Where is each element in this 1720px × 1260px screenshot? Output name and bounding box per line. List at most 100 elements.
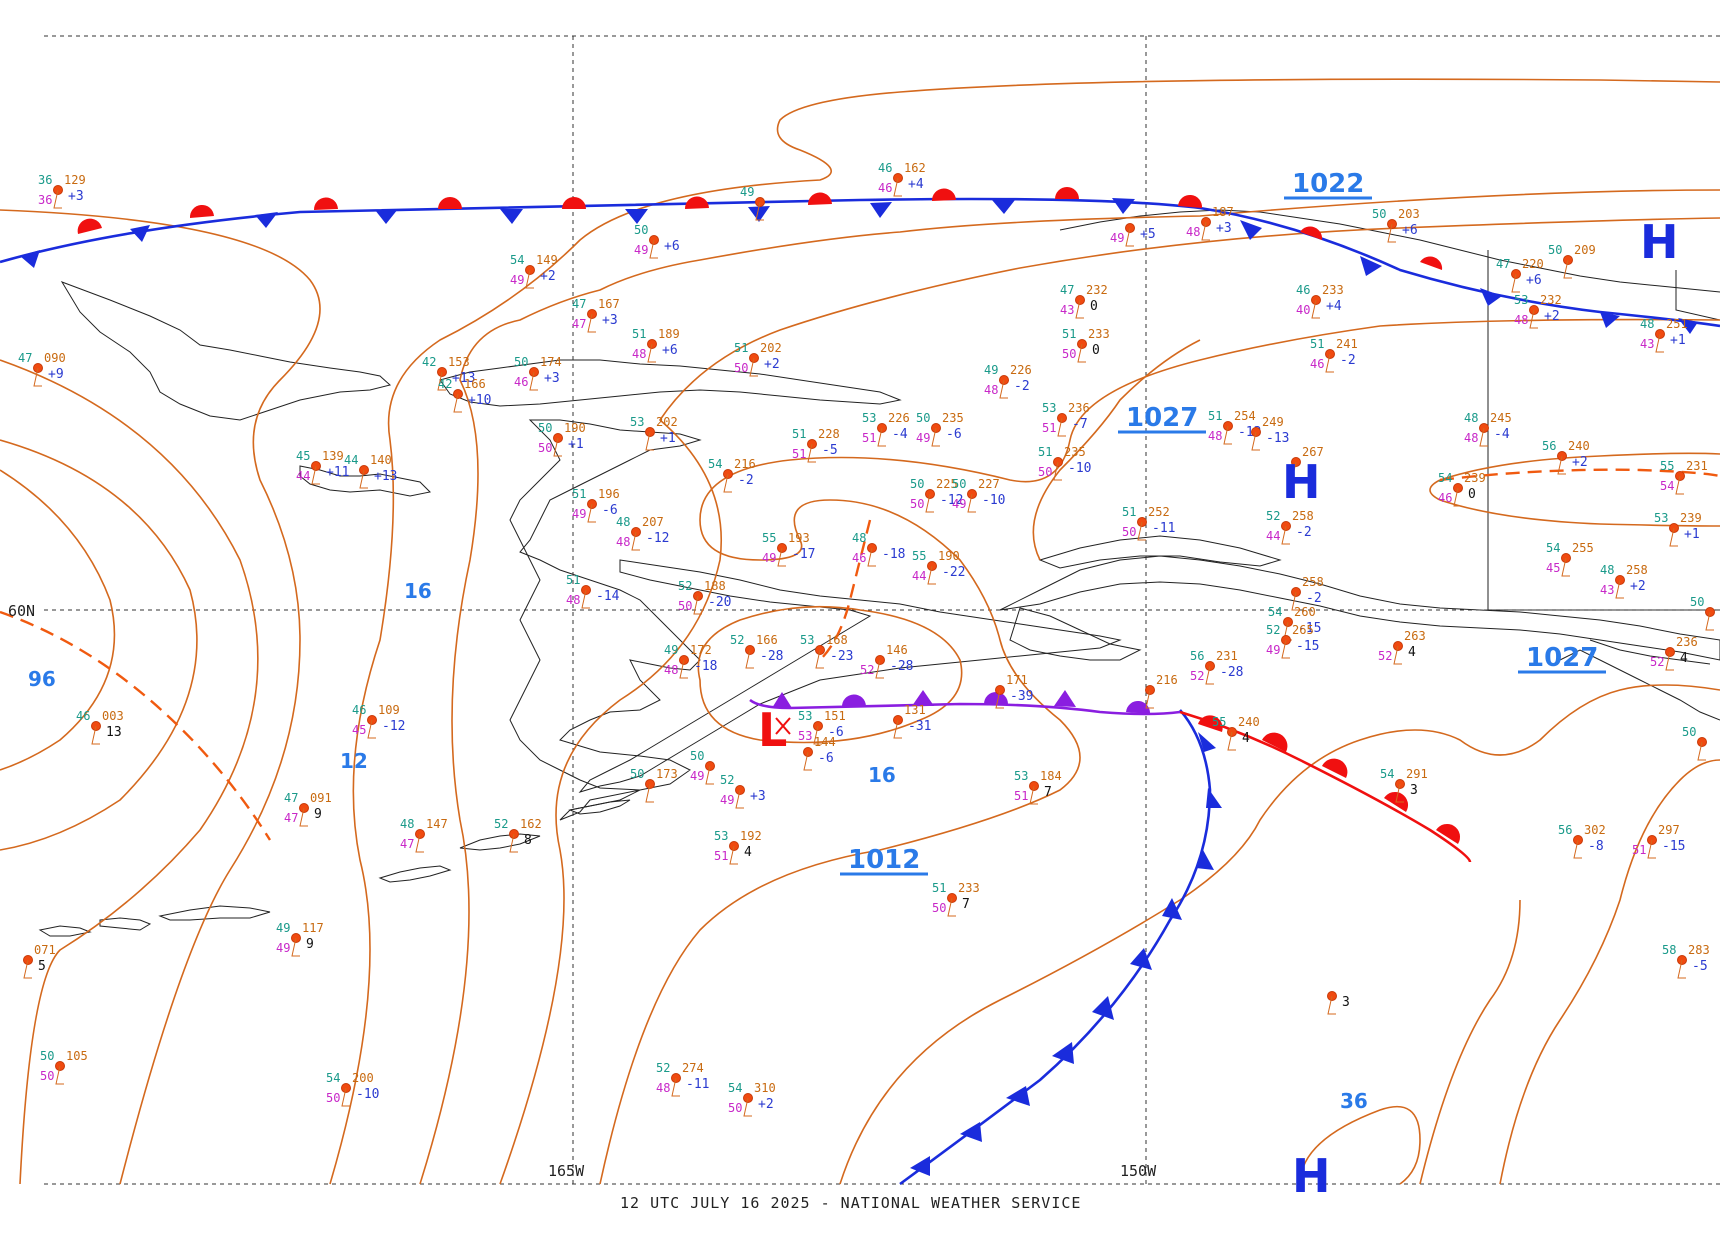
station-pressure: 249 [1262,415,1284,429]
station-pressure: 203 [1398,207,1420,221]
station-plot: 54 200 50 -10 [326,1071,379,1107]
station-dewpoint: 49 [276,941,290,955]
station-dewpoint: 43 [1640,337,1654,351]
wind-barb [649,239,658,259]
wind-barb [1227,731,1236,751]
station-dewpoint: 43 [1600,583,1614,597]
station-temperature: 48 [400,817,414,831]
wind-barb [311,465,320,485]
station-tendency: +3 [1216,221,1232,236]
station-plot: 171-39 [995,673,1033,709]
station-tendency: +1 [568,437,584,452]
station-tendency: -10 [982,493,1005,508]
station-plot: 46 233 40 +4 [1296,283,1344,319]
station-pressure: 139 [322,449,344,463]
station-plot: 53 239 +1 [1654,511,1702,547]
wind-barb [755,201,764,221]
station-temperature: 47 [18,351,32,365]
station-dewpoint: 48 [632,347,646,361]
station-pressure: 166 [464,377,486,391]
station-plot: 49 117 49 9 [276,921,324,957]
station-temperature: 46 [352,703,366,717]
wind-barb [1647,839,1656,859]
station-tendency: +2 [1544,309,1560,324]
station-plot: 53 151 53 -6 [798,709,846,745]
station-tendency: +6 [1402,223,1418,238]
station-tendency: 0 [1090,299,1098,314]
station-plot: 42 153 +13 [422,355,475,391]
station-tendency: -5 [1692,959,1708,974]
lon-label-165w: 165W [548,1162,585,1180]
wind-barb [33,367,42,387]
warm-front-semicircles [77,187,1443,270]
pressure-centers: H H H L [758,215,1679,1203]
station-plot: 52 49 +3 [720,773,766,809]
wind-barb [1393,645,1402,665]
station-pressure: 207 [642,515,664,529]
station-pressure: 263 [1404,629,1426,643]
station-tendency: -17 [792,547,815,562]
station-temperature: 53 [800,633,814,647]
station-tendency: -10 [1068,461,1091,476]
station-dewpoint: 36 [38,193,52,207]
wind-barb [735,789,744,809]
wind-barb [437,371,446,391]
station-pressure: 187 [1212,205,1234,219]
station-temperature: 54 [1546,541,1560,555]
occluded-front-symbols [772,690,1151,714]
wind-barb [1077,343,1086,363]
station-pressure: 200 [352,1071,374,1085]
station-pressure: 302 [1584,823,1606,837]
wind-barb [1511,273,1520,293]
station-pressure: 274 [682,1061,704,1075]
station-plot: 47 167 47 +3 [572,297,620,333]
station-tendency: 0 [1468,487,1476,502]
wind-barb [1125,227,1134,247]
station-tendency: -18 [882,547,905,562]
station-tendency: 7 [962,897,970,912]
station-pressure: 109 [378,703,400,717]
station-plot: 51 241 46 -2 [1310,337,1358,373]
isobar-label: 12 [340,749,368,773]
wind-barb [995,689,1004,709]
wind-barb [553,437,562,457]
occluded-front [749,698,1181,716]
station-plot: 51 202 50 +2 [734,341,782,377]
isobar-label: 1027 [1526,643,1598,673]
station-tendency: -12 [646,531,669,546]
station-temperature: 53 [1514,293,1528,307]
station-temperature: 53 [1014,769,1028,783]
cold-fronts [0,197,1720,1186]
station-pressure: 236 [1676,635,1698,649]
wind-barb [1057,417,1066,437]
station-temperature: 55 [912,549,926,563]
station-tendency: 13 [106,725,122,740]
station-tendency: -8 [1588,839,1604,854]
station-tendency: +1 [660,431,676,446]
station-temperature: 53 [798,709,812,723]
station-temperature: 49 [664,643,678,657]
station-plot: 47 220 +6 [1496,257,1544,293]
station-temperature: 42 [438,377,452,391]
station-dewpoint: 45 [1546,561,1560,575]
station-temperature: 51 [734,341,748,355]
station-temperature: 51 [1038,445,1052,459]
low-center: L [758,703,787,757]
station-tendency: +2 [540,269,556,284]
station-temperature: 53 [1042,401,1056,415]
station-dewpoint: 50 [538,441,552,455]
station-pressure: 233 [958,881,980,895]
station-temperature: 42 [422,355,436,369]
station-plot: 236 52 4 [1650,635,1698,671]
wind-barb [359,469,368,489]
station-pressure: 241 [1336,337,1358,351]
station-plot: 49 +5 [1110,223,1156,247]
station-temperature: 46 [878,161,892,175]
station-dewpoint: 49 [634,243,648,257]
wind-barb [925,493,934,513]
wind-barb [529,371,538,391]
station-temperature: 49 [276,921,290,935]
